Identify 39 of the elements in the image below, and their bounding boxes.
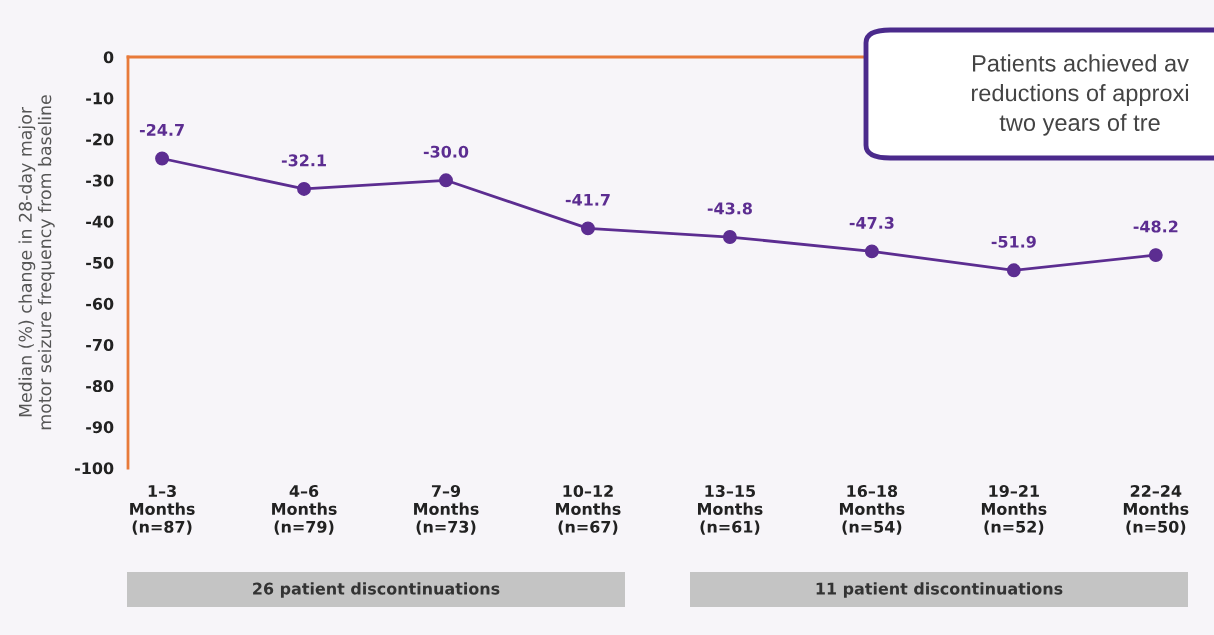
y-tick-label: -80 bbox=[86, 380, 114, 393]
point bbox=[155, 151, 170, 166]
x-tick-label: 19–21 Months (n=52) bbox=[981, 484, 1047, 535]
y-tick-label: -60 bbox=[86, 297, 114, 310]
x-tick-label: 10–12 Months (n=67) bbox=[556, 484, 621, 535]
text: -32.1 bbox=[281, 154, 326, 167]
text: -47.3 bbox=[849, 216, 894, 229]
point bbox=[722, 230, 737, 244]
x-tick-label: 13–15 Months (n=61) bbox=[698, 484, 763, 535]
x-tick-label: 22–24 Months (n=50) bbox=[1123, 484, 1189, 535]
text: 11 patient discontinuations bbox=[816, 582, 1063, 598]
point bbox=[297, 181, 311, 196]
text: 26 patient discontinuations bbox=[253, 582, 500, 598]
point bbox=[439, 173, 453, 188]
y-tick-label: -50 bbox=[86, 256, 114, 269]
text: -30.0 bbox=[423, 145, 469, 158]
y-tick-label: -40 bbox=[86, 215, 114, 228]
point bbox=[581, 221, 595, 236]
x-tick-label: 7–9 Months (n=73) bbox=[414, 484, 479, 535]
text: -43.8 bbox=[707, 202, 752, 215]
y-tick-label: -70 bbox=[86, 338, 114, 351]
point bbox=[864, 244, 879, 259]
text: -48.2 bbox=[1133, 220, 1178, 233]
y-axis-title: Median (%) change in 28-day major motor seizure frequency from baseline bbox=[18, 95, 55, 430]
y-tick-label: -30 bbox=[86, 174, 114, 187]
x-tick-label: 1–3 Months (n=87) bbox=[130, 484, 195, 535]
point bbox=[1148, 248, 1163, 263]
y-tick-label: 0 bbox=[103, 51, 114, 64]
annotation: Patients achieved av reductions of approxi two years of tre bbox=[971, 54, 1189, 136]
y-tick-label: -20 bbox=[86, 133, 114, 146]
text: -51.9 bbox=[991, 235, 1036, 248]
y-tick-label: -10 bbox=[86, 92, 114, 105]
point bbox=[1006, 263, 1021, 278]
y-tick-label: -90 bbox=[86, 421, 114, 434]
text: -41.7 bbox=[565, 193, 610, 206]
y-tick-label: -100 bbox=[75, 462, 114, 475]
x-tick-label: 16–18 Months (n=54) bbox=[839, 484, 905, 535]
x-tick-label: 4–6 Months (n=79) bbox=[272, 484, 337, 535]
text: -24.7 bbox=[139, 123, 184, 136]
